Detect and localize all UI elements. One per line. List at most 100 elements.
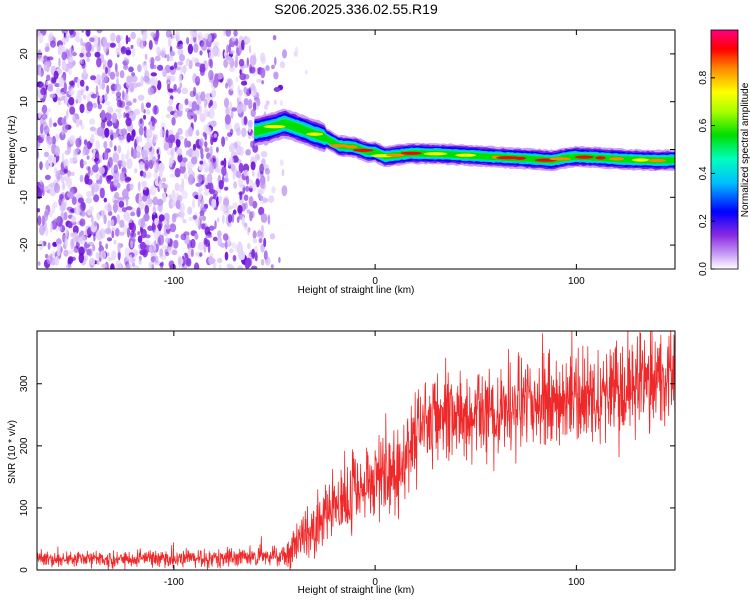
spectrogram-noise-point (192, 198, 196, 209)
spectrogram-noise-point (146, 109, 151, 115)
spectrogram-noise-point (204, 63, 209, 69)
spectrogram-noise-point (304, 70, 308, 75)
spectrogram-noise-point (126, 158, 133, 169)
spectrogram-noise-point (245, 185, 250, 192)
spectrogram-noise-point (175, 199, 181, 210)
spectrogram-y-tick-label: -20 (19, 237, 30, 252)
spectrogram-noise-point (79, 235, 87, 245)
spectrogram-noise-point (75, 118, 80, 128)
spectrogram-noise-point (85, 41, 92, 53)
spectrogram-noise-point (169, 50, 176, 57)
spectrogram-noise-point (129, 233, 133, 239)
spectrogram-noise-point (147, 87, 154, 96)
spectrogram-noise-point (163, 141, 170, 151)
spectrogram-noise-point (224, 240, 228, 250)
spectrogram-noise-point (197, 196, 201, 208)
spectrogram-noise-point (55, 170, 63, 181)
spectrogram-noise-point (188, 59, 193, 70)
spectrogram-noise-point (69, 106, 76, 115)
spectrogram-noise-point (125, 177, 132, 182)
spectrogram-noise-point (191, 32, 198, 38)
spectrogram-track-peak (344, 145, 358, 149)
spectrogram-noise-point (271, 186, 276, 194)
spectrogram-noise-point (45, 160, 50, 170)
spectrogram-track-peak (595, 156, 606, 160)
spectrogram-noise-point (206, 173, 213, 184)
spectrogram-noise-point (61, 152, 65, 164)
spectrogram-noise-point (171, 33, 176, 39)
spectrogram-noise-point (225, 30, 232, 37)
spectrogram-noise-point (240, 103, 247, 113)
spectrogram-noise-point (52, 250, 55, 257)
spectrogram-noise-point (190, 238, 196, 249)
spectrogram-track-band (254, 117, 675, 165)
spectrogram-noise-point (105, 175, 112, 182)
spectrogram-noise-point (99, 228, 106, 239)
spectrogram-noise-point (222, 233, 229, 241)
spectrogram-noise-point (79, 174, 84, 183)
spectrogram-noise-point (162, 192, 167, 203)
spectrogram-noise-point (203, 237, 208, 246)
spectrogram-noise-point (228, 205, 234, 210)
spectrogram-noise-point (128, 82, 135, 87)
spectrogram-noise-point (65, 227, 68, 238)
spectrogram-noise-point (144, 159, 150, 170)
spectrogram-noise-point (104, 127, 110, 138)
snr-y-label: SNR (10 * v/v) (7, 420, 18, 484)
spectrogram-noise-point (231, 242, 237, 249)
spectrogram-noise-point (103, 59, 107, 68)
spectrogram-noise-point (266, 174, 270, 182)
spectrogram-noise-point (107, 59, 113, 69)
spectrogram-noise-point (38, 112, 41, 119)
spectrogram-noise-point (63, 168, 68, 174)
spectrogram-noise-point (230, 110, 234, 119)
spectrogram-noise-point (247, 119, 253, 129)
spectrogram-noise-point (148, 263, 152, 269)
spectrogram-noise-point (260, 213, 268, 224)
spectrogram-noise-point (243, 226, 249, 231)
spectrogram-noise-point (54, 145, 61, 157)
spectrogram-noise-point (125, 196, 129, 207)
spectrogram-noise-point (63, 82, 67, 93)
spectrogram-noise-point (238, 58, 245, 67)
spectrogram-noise-point (192, 56, 196, 63)
spectrogram-noise-point (129, 183, 134, 191)
spectrogram-noise-point (139, 39, 146, 49)
spectrogram-noise-point (138, 134, 143, 143)
colorbar-tick-label: 0.2 (698, 214, 709, 228)
spectrogram-noise-point (71, 216, 77, 223)
spectrogram-noise-point (125, 117, 132, 127)
spectrogram-noise-point (43, 185, 48, 193)
spectrogram-noise-point (176, 147, 183, 156)
spectrogram-noise-point (193, 113, 197, 123)
spectrogram-noise-point (212, 190, 218, 197)
spectrogram-noise-point (254, 251, 258, 262)
colorbar-tick-label: 0.0 (698, 262, 709, 276)
spectrogram-noise-point (137, 64, 142, 73)
spectrogram-noise-point (126, 132, 132, 143)
spectrogram-noise-point (131, 148, 138, 159)
spectrogram-noise-point (85, 51, 92, 58)
spectrogram-noise-point (111, 230, 115, 239)
spectrogram-noise-point (204, 147, 210, 153)
spectrogram-noise-point (186, 140, 192, 148)
spectrogram-noise-point (48, 31, 54, 42)
spectrogram-noise-point (158, 162, 165, 173)
spectrogram-noise-point (192, 143, 197, 151)
spectrogram-noise-point (60, 201, 66, 211)
spectrogram-noise-point (80, 124, 84, 130)
spectrogram-noise-point (233, 181, 238, 189)
spectrogram-noise-point (262, 197, 269, 203)
spectrogram-noise-point (167, 105, 174, 113)
spectrogram-noise-point (74, 36, 81, 43)
spectrogram-noise-point (111, 250, 117, 261)
spectrogram-noise-point (198, 138, 204, 147)
spectrogram-noise-point (78, 252, 85, 264)
spectrogram-noise-point (43, 125, 50, 135)
spectrogram-noise-point (111, 112, 118, 124)
spectrogram-track-peak (632, 158, 650, 162)
spectrogram-noise-point (117, 250, 121, 261)
spectrogram-noise-point (221, 136, 226, 147)
spectrogram-noise-point (180, 233, 187, 241)
spectrogram-noise-point (113, 199, 120, 204)
